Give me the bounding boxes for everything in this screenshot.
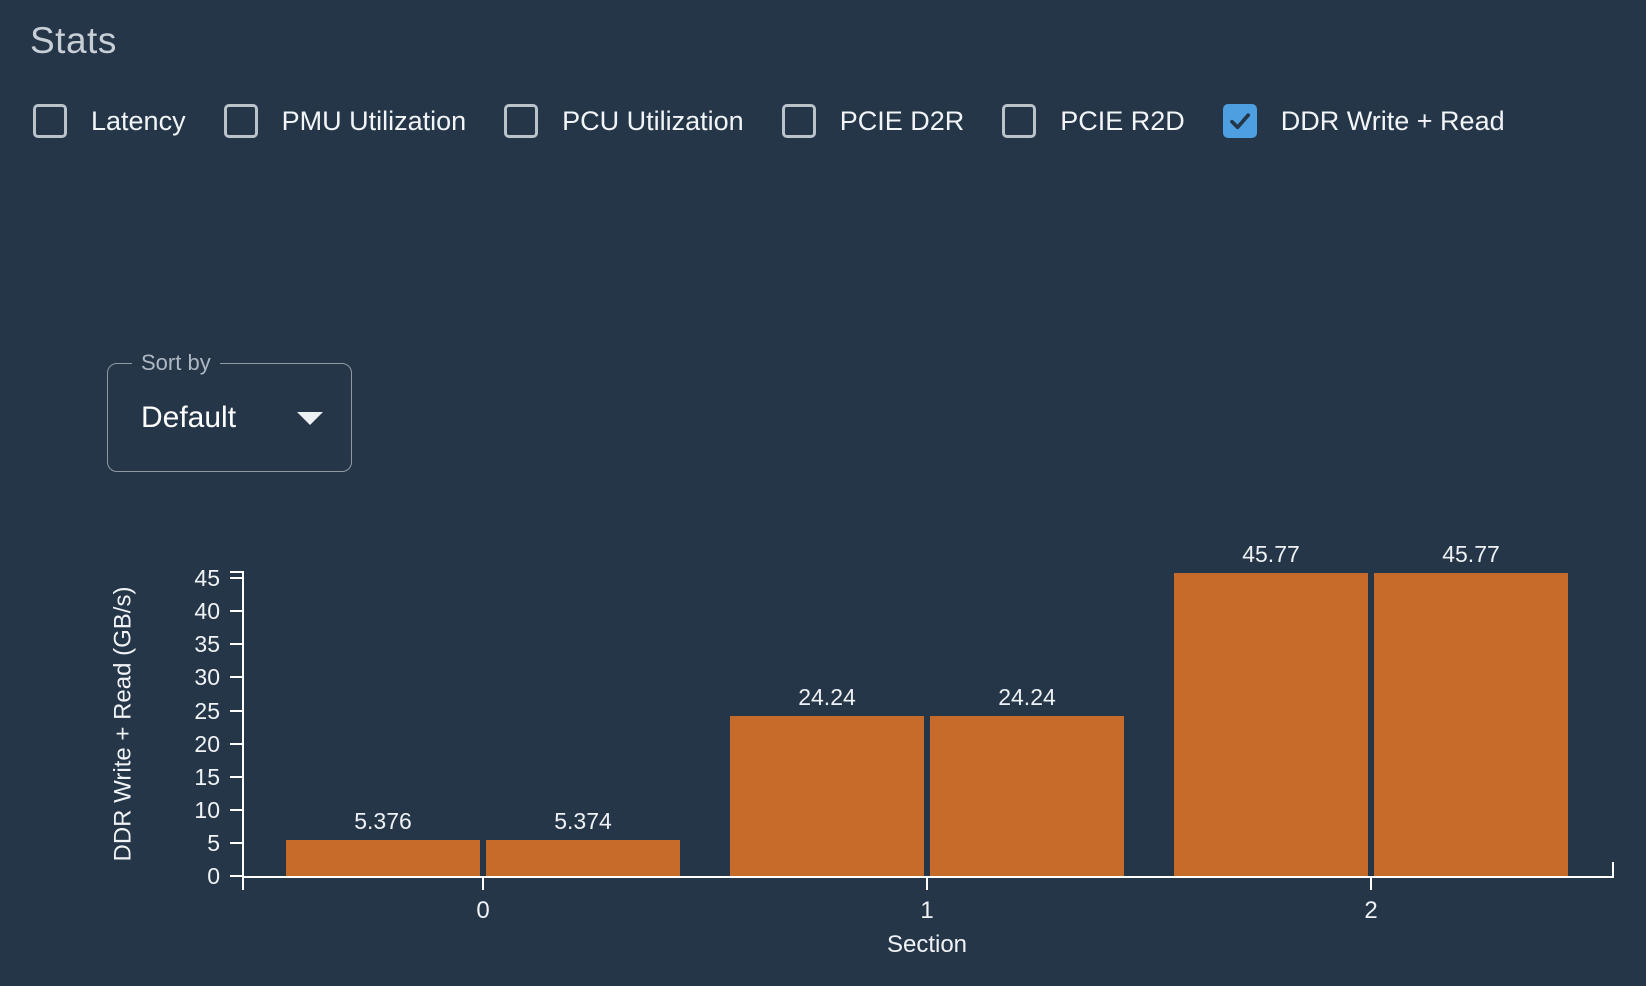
x-axis-end-cap	[1612, 862, 1614, 876]
y-axis-end-cap	[230, 571, 242, 573]
checkbox[interactable]	[504, 104, 539, 138]
checkbox[interactable]	[781, 104, 816, 138]
stat-toggle-label: PMU Utilization	[281, 105, 467, 136]
stat-toggle-pmu-utilization[interactable]: PMU Utilization	[223, 104, 467, 138]
bar-value-label: 5.374	[554, 808, 612, 834]
stat-toggle-label: PCIE R2D	[1060, 105, 1185, 136]
sort-by-label: Sort by	[132, 350, 220, 376]
bar-value-label: 5.376	[354, 808, 412, 834]
bar	[930, 716, 1124, 876]
y-tick	[230, 577, 242, 579]
stat-toggle-label: PCU Utilization	[562, 105, 744, 136]
bar	[730, 716, 924, 876]
x-tick	[926, 876, 928, 890]
sort-by-select[interactable]: Sort by Default	[107, 350, 352, 472]
y-tick-label: 20	[194, 731, 220, 757]
stat-toggle-label: PCIE D2R	[839, 105, 965, 136]
y-tick	[230, 710, 242, 712]
dropdown-arrow-icon	[297, 411, 323, 425]
bar-value-label: 45.77	[1442, 541, 1500, 567]
stat-toggles-row: Latency PMU Utilization PCU Utilization …	[33, 104, 1505, 138]
bar-value-label: 24.24	[998, 684, 1056, 710]
stat-toggle-pcie-d2r[interactable]: PCIE D2R	[781, 104, 965, 138]
y-tick	[230, 643, 242, 645]
bar-value-label: 45.77	[1242, 541, 1300, 567]
checkbox[interactable]	[223, 104, 258, 138]
y-tick	[230, 776, 242, 778]
y-tick	[230, 676, 242, 678]
stat-toggle-pcu-utilization[interactable]: PCU Utilization	[504, 104, 744, 138]
check-icon	[1229, 113, 1250, 130]
y-tick-label: 10	[194, 797, 220, 823]
checkbox[interactable]	[1222, 104, 1257, 138]
x-tick-label: 1	[920, 897, 934, 924]
y-tick-label: 45	[194, 565, 220, 591]
y-axis-title-text: DDR Write + Read (GB/s)	[109, 586, 137, 862]
bar	[286, 840, 480, 876]
x-axis-line	[242, 876, 1614, 878]
stat-toggle-latency[interactable]: Latency	[33, 104, 186, 138]
y-tick-label: 0	[207, 863, 220, 889]
y-tick	[230, 842, 242, 844]
y-tick	[230, 610, 242, 612]
y-tick-label: 35	[194, 631, 220, 657]
stat-toggle-pcie-r2d[interactable]: PCIE R2D	[1002, 104, 1185, 138]
page-title: Stats	[30, 20, 117, 61]
y-tick-label: 15	[194, 764, 220, 790]
y-tick	[230, 875, 242, 877]
stat-toggle-ddr-write-read[interactable]: DDR Write + Read	[1222, 104, 1505, 138]
x-tick	[482, 876, 484, 890]
sort-by-value: Default	[141, 400, 237, 434]
y-tick-label: 30	[194, 664, 220, 690]
x-axis-title: Section	[886, 931, 968, 958]
stat-toggle-label: Latency	[91, 105, 186, 136]
x-tick-label: 2	[1364, 897, 1378, 924]
x-tick	[1370, 876, 1372, 890]
stat-toggle-label: DDR Write + Read	[1280, 105, 1505, 136]
y-axis-line	[242, 571, 244, 890]
bar	[486, 840, 680, 876]
bar	[1374, 573, 1568, 876]
y-tick-label: 40	[194, 598, 220, 624]
x-tick-label: 0	[476, 897, 490, 924]
y-tick-label: 5	[207, 830, 220, 856]
y-tick	[230, 743, 242, 745]
bar-value-label: 24.24	[798, 684, 856, 710]
y-tick	[230, 809, 242, 811]
checkbox[interactable]	[33, 104, 67, 138]
checkbox[interactable]	[1002, 104, 1037, 138]
bar	[1174, 573, 1368, 876]
y-tick-label: 25	[194, 698, 220, 724]
